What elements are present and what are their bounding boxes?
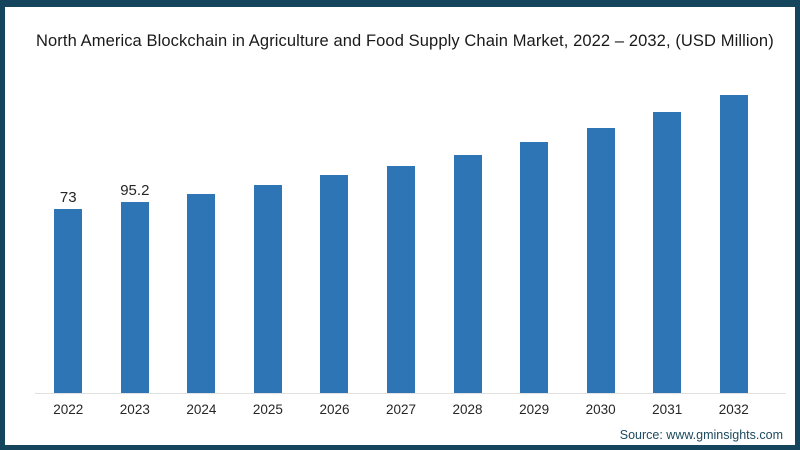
bar-column-2032: 2032 [700, 81, 767, 417]
source-attribution: Source: www.gminsights.com [619, 428, 783, 442]
x-tick-label-2025: 2025 [252, 402, 283, 417]
chart-title: North America Blockchain in Agriculture … [36, 32, 774, 50]
bar-2025 [253, 185, 282, 393]
bar-column-2030: 2030 [567, 81, 634, 417]
x-tick-label-2027: 2027 [385, 402, 417, 417]
bar-value-label-2023: 95.2 [120, 182, 150, 199]
bar-value-label-2022: 73 [59, 189, 77, 206]
bar-column-2028: 2028 [434, 81, 501, 417]
x-tick-label-2028: 2028 [452, 402, 483, 417]
bar-2028 [453, 155, 482, 393]
bar-2026 [320, 175, 349, 393]
bar-series: 73 2022 95.2 2023 2024 2025 2026 2027 2028 2029 20… [35, 81, 767, 417]
bar-2024 [187, 194, 216, 393]
x-tick-label-2026: 2026 [319, 402, 350, 417]
bar-column-2029: 2029 [501, 81, 568, 417]
bar-2027 [387, 166, 415, 393]
bar-column-2027: 2027 [368, 81, 435, 417]
x-axis-line [35, 393, 786, 394]
bar-column-2026: 2026 [301, 81, 368, 417]
bar-column-2031: 2031 [634, 81, 701, 417]
bar-2022 [54, 209, 83, 393]
x-tick-label-2024: 2024 [186, 402, 217, 417]
bar-2030 [586, 128, 615, 393]
bar-column-2023: 95.2 2023 [102, 81, 169, 417]
x-tick-label-2023: 2023 [119, 402, 150, 417]
x-tick-label-2022: 2022 [53, 402, 84, 417]
x-tick-label-2029: 2029 [519, 402, 550, 417]
bar-2029 [520, 142, 549, 393]
bar-2031 [653, 112, 682, 393]
bar-column-2025: 2025 [235, 81, 302, 417]
x-tick-label-2031: 2031 [652, 402, 683, 417]
bar-2023 [120, 202, 149, 393]
bar-2032 [719, 95, 748, 393]
bar-column-2024: 2024 [168, 81, 235, 417]
bar-column-2022: 73 2022 [35, 81, 102, 417]
x-tick-label-2032: 2032 [718, 402, 749, 417]
x-tick-label-2030: 2030 [585, 402, 616, 417]
plot-area: 73 2022 95.2 2023 2024 2025 2026 2027 2028 2029 20… [5, 7, 795, 445]
